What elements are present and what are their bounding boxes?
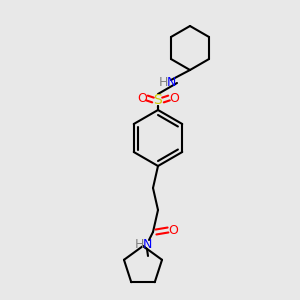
Text: N: N (166, 76, 176, 88)
Text: S: S (154, 93, 162, 107)
Text: O: O (168, 224, 178, 236)
Text: N: N (142, 238, 152, 250)
Text: O: O (137, 92, 147, 104)
Text: O: O (169, 92, 179, 104)
Text: H: H (158, 76, 168, 88)
Text: H: H (134, 238, 144, 250)
